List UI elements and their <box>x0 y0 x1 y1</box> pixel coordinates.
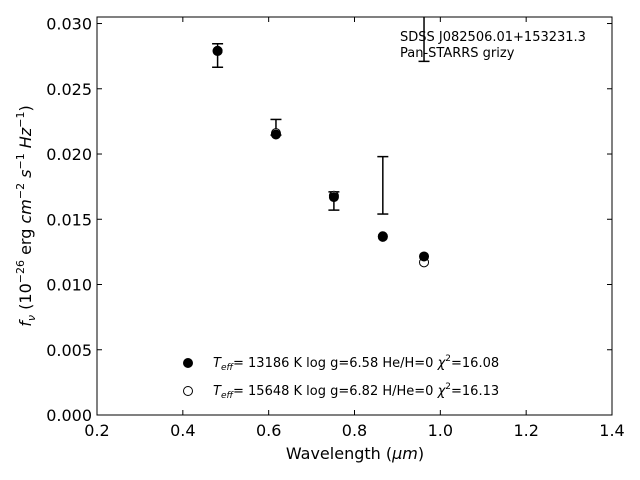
y-tick-label: 0.030 <box>46 15 92 34</box>
x-axis: 0.2 0.4 0.6 0.8 1.0 1.2 1.4 <box>84 17 625 440</box>
legend-marker-h-he-model <box>183 386 193 396</box>
x-tick-label: 1.4 <box>599 421 624 440</box>
legend-label-he-h-model: Teff= 13186 K log g=6.58 He/H=0 χ2=16.08 <box>213 354 499 373</box>
x-tick-label: 0.8 <box>342 421 367 440</box>
y-tick-label: 0.005 <box>46 341 92 360</box>
he-h-model-point <box>270 129 281 140</box>
y-tick-label: 0.010 <box>46 276 92 295</box>
y-axis: 0.000 0.005 0.010 0.015 0.020 0.025 0.030 <box>46 15 612 425</box>
x-tick-label: 1.2 <box>513 421 538 440</box>
x-tick-label: 1.0 <box>428 421 453 440</box>
he-h-model-point <box>328 192 339 203</box>
y-tick-label: 0.015 <box>46 210 92 229</box>
legend-label-h-he-model: Teff= 15648 K log g=6.82 H/He=0 χ2=16.13 <box>213 382 499 401</box>
data-points <box>212 45 430 268</box>
annotation-survey-name: Pan-STARRS grizy <box>400 46 515 61</box>
legend-marker-he-h-model <box>183 358 193 368</box>
he-h-model-point <box>419 251 430 262</box>
error-bars <box>212 17 430 215</box>
x-axis-title: Wavelength (μm) <box>286 444 424 463</box>
legend: Teff= 13186 K log g=6.58 He/H=0 χ2=16.08… <box>183 354 499 401</box>
x-tick-label: 0.6 <box>256 421 281 440</box>
y-tick-label: 0.025 <box>46 80 92 99</box>
annotation-object-name: SDSS J082506.01+153231.3 <box>400 30 586 45</box>
plot-background <box>97 17 612 415</box>
he-h-model-point <box>377 231 388 242</box>
y-tick-label: 0.020 <box>46 145 92 164</box>
x-tick-label: 0.4 <box>170 421 195 440</box>
x-tick-label: 0.2 <box>84 421 109 440</box>
y-axis-title: fν (10−26 erg cm−2 s−1 Hz−1) <box>14 105 38 326</box>
he-h-model-point <box>212 45 223 56</box>
y-tick-label: 0.000 <box>46 406 92 425</box>
